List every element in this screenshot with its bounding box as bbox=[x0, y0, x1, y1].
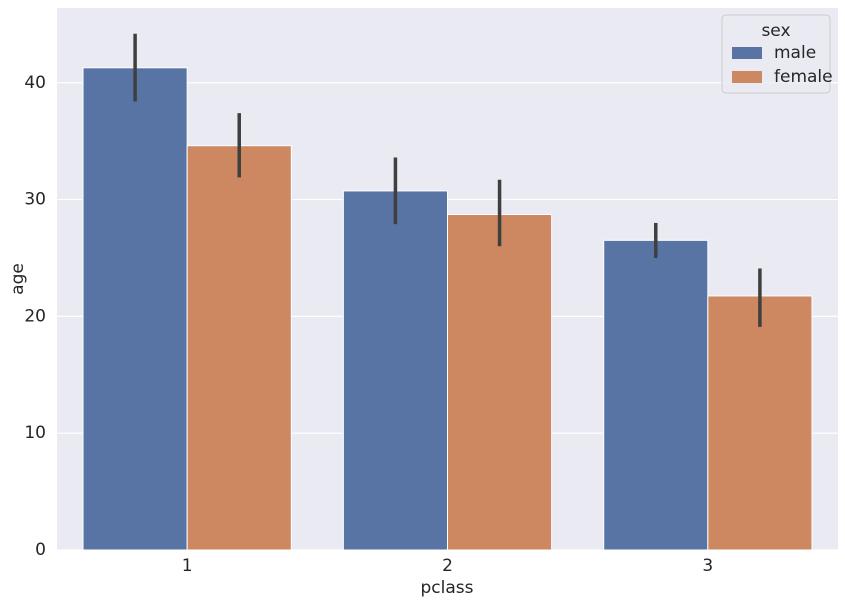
x-tick-label: 3 bbox=[702, 556, 713, 576]
y-axis-label: age bbox=[8, 263, 28, 295]
bar bbox=[447, 214, 553, 551]
y-tick-label: 0 bbox=[35, 540, 46, 560]
x-tick-label: 2 bbox=[442, 556, 453, 576]
bar bbox=[82, 67, 188, 551]
legend-title: sex bbox=[761, 21, 790, 41]
x-axis-label: pclass bbox=[421, 578, 474, 598]
y-tick-label: 10 bbox=[24, 423, 46, 443]
bar bbox=[342, 190, 448, 551]
y-tick-label: 20 bbox=[24, 306, 46, 326]
legend-label: female bbox=[774, 67, 833, 87]
legend-swatch bbox=[732, 47, 762, 59]
bar bbox=[603, 239, 709, 551]
y-tick-label: 30 bbox=[24, 190, 46, 210]
bar bbox=[707, 295, 813, 551]
bars bbox=[82, 67, 813, 551]
bar bbox=[186, 145, 292, 551]
legend-swatch bbox=[732, 71, 762, 83]
x-tick-label: 1 bbox=[182, 556, 193, 576]
y-tick-label: 40 bbox=[24, 73, 46, 93]
legend-label: male bbox=[774, 43, 816, 63]
